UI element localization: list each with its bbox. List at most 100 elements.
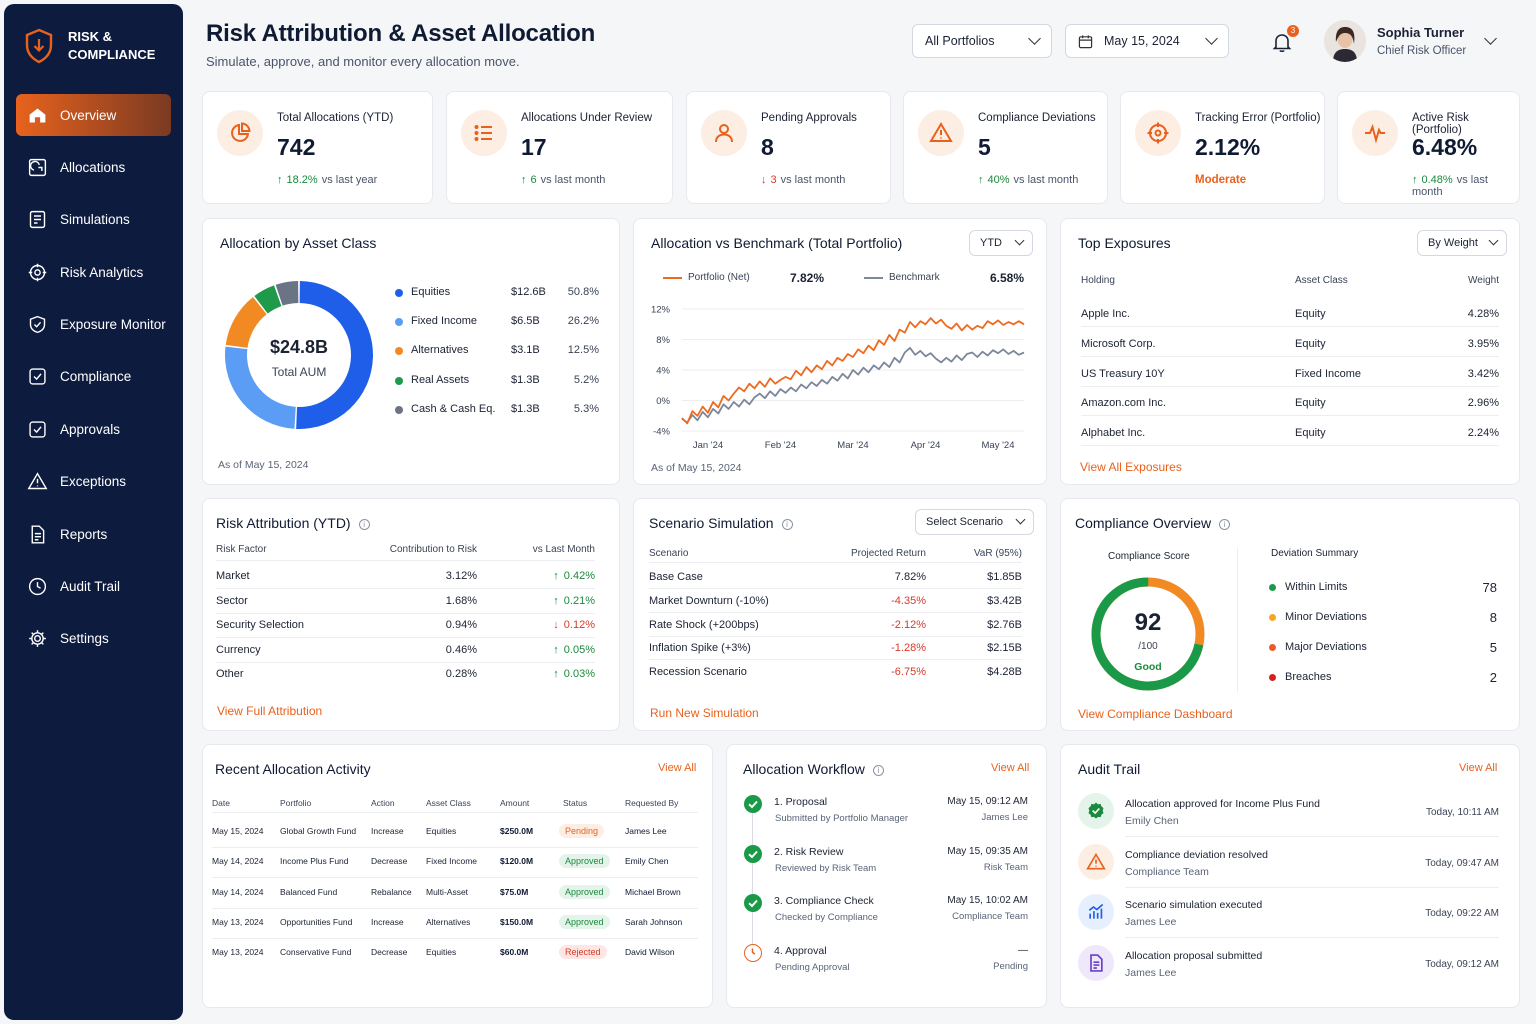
legend-amount: $12.6B (511, 286, 546, 298)
step-subtitle: Checked by Compliance (775, 912, 878, 924)
sidebar-item-compliance[interactable]: Compliance (16, 356, 171, 398)
sidebar-item-settings[interactable]: Settings (16, 618, 171, 660)
donut-center-label: Total AUM (271, 365, 327, 379)
risk-factor: Other (216, 668, 244, 681)
risk-factor: Currency (216, 643, 261, 656)
audit-view-all-link[interactable]: View All (1459, 762, 1498, 774)
sidebar-item-reports[interactable]: Reports (16, 513, 171, 555)
info-icon[interactable]: i (781, 519, 793, 530)
kpi-card[interactable]: Total Allocations (YTD) 742 ↑ 18.2% vs last … (202, 91, 433, 204)
deviation-item[interactable]: Minor Deviations 8 (1269, 610, 1497, 626)
kpi-card[interactable]: Tracking Error (Portfolio) 2.12% Moderate (1120, 91, 1325, 204)
kpi-card[interactable]: Compliance Deviations 5 ↑ 40% vs last month (903, 91, 1108, 204)
table-row[interactable]: May 14, 2024 Balanced Fund Rebalance Multi-… (203, 884, 712, 900)
sidebar-item-exceptions[interactable]: Exceptions (16, 461, 171, 503)
audit-event-title[interactable]: Allocation proposal submitted (1125, 949, 1263, 962)
benchmark-as-of: As of May 15, 2024 (651, 462, 742, 474)
deviation-item[interactable]: Major Deviations 5 (1269, 640, 1497, 656)
table-row[interactable]: Alphabet Inc. Equity 2.24% (1081, 425, 1499, 441)
sidebar-item-label: Audit Trail (60, 579, 121, 595)
table-row[interactable]: Recession Scenario -6.75% $4.28B (649, 664, 1022, 680)
view-all-exposures-link[interactable]: View All Exposures (1080, 460, 1182, 474)
table-row[interactable]: May 15, 2024 Global Growth Fund Increase Eq… (203, 823, 712, 839)
table-row[interactable]: May 13, 2024 Conservative Fund Decrease Equ… (203, 944, 712, 960)
x-tick-label: May '24 (982, 440, 1015, 451)
scenario-return: 7.82% (894, 571, 926, 583)
info-icon[interactable]: i (872, 765, 884, 776)
view-full-attribution-link[interactable]: View Full Attribution (217, 704, 323, 718)
warning-icon (26, 471, 48, 493)
table-row[interactable]: Apple Inc. Equity 4.28% (1081, 306, 1499, 322)
document-icon (1078, 944, 1114, 981)
brand[interactable]: RISK & COMPLIANCE (24, 28, 168, 64)
table-row[interactable]: May 13, 2024 Opportunities Fund Increase Al… (203, 914, 712, 930)
donut-slice-1[interactable] (225, 346, 296, 429)
exposure-sort-select[interactable]: By Weight (1417, 230, 1507, 256)
period-select[interactable]: YTD (969, 230, 1033, 256)
table-row[interactable]: May 14, 2024 Income Plus Fund Decrease Fixe… (203, 853, 712, 869)
avatar[interactable] (1324, 20, 1366, 62)
kpi-value: 6.48% (1412, 134, 1478, 160)
legend-swatch (395, 289, 403, 297)
table-row[interactable]: Inflation Spike (+3%) -1.28% $2.15B (649, 640, 1022, 656)
scenario-select-value: Select Scenario (926, 516, 1004, 528)
audit-event-title[interactable]: Compliance deviation resolved (1125, 848, 1268, 861)
risk-change-value: 0.42% (563, 570, 595, 582)
donut-slice-0[interactable] (296, 281, 373, 429)
run-new-simulation-link[interactable]: Run New Simulation (650, 706, 759, 720)
deviation-item[interactable]: Breaches 2 (1269, 670, 1497, 686)
table-row[interactable]: Sector 1.68% ↑ 0.21% (216, 593, 595, 609)
row-divider (212, 877, 698, 879)
compliance-score-value: 92 (1134, 609, 1162, 636)
audit-event-title[interactable]: Scenario simulation executed (1125, 899, 1263, 912)
scenario-var: $2.15B (987, 642, 1022, 655)
activity-view-all-link[interactable]: View All (658, 762, 697, 774)
audit-event-title[interactable]: Allocation approved for Income Plus Fund (1125, 798, 1320, 810)
date-select[interactable]: May 15, 2024 (1065, 24, 1229, 58)
kpi-card[interactable]: Allocations Under Review 17 ↑ 6 vs last mont… (446, 91, 673, 204)
info-icon[interactable]: i (358, 519, 370, 530)
scenario-select[interactable]: Select Scenario (915, 509, 1034, 535)
sidebar-item-overview[interactable]: Overview (16, 94, 171, 136)
donut-slice-4[interactable] (275, 281, 299, 306)
kpi-card[interactable]: Pending Approvals 8 ↓ 3 vs last month (686, 91, 891, 204)
table-row[interactable]: Base Case 7.82% $1.85B (649, 569, 1022, 585)
table-row[interactable]: Market Downturn (-10%) -4.35% $3.42B (649, 593, 1022, 609)
table-row[interactable]: Other 0.28% ↑ 0.03% (216, 666, 595, 682)
portfolio-select[interactable]: All Portfolios (912, 24, 1052, 58)
sidebar-item-exposure-monitor[interactable]: Exposure Monitor (16, 304, 171, 346)
table-row[interactable]: US Treasury 10Y Fixed Income 3.42% (1081, 366, 1499, 382)
workflow-view-all-link[interactable]: View All (991, 762, 1030, 774)
audit-event-actor: James Lee (1125, 966, 1177, 979)
table-row[interactable]: Market 3.12% ↑ 0.42% (216, 568, 595, 584)
deviation-item[interactable]: Within Limits 78 (1269, 580, 1497, 596)
bell-icon[interactable] (1270, 30, 1294, 54)
risk-contribution: 0.28% (445, 668, 477, 681)
table-row[interactable]: Rate Shock (+200bps) -2.12% $2.76B (649, 617, 1022, 633)
table-row[interactable]: Currency 0.46% ↑ 0.05% (216, 642, 595, 658)
kpi-card[interactable]: Active Risk (Portfolio) 6.48% ↑ 0.48% vs las… (1337, 91, 1520, 204)
row-divider (1081, 445, 1499, 447)
holding-weight: 3.95% (1467, 337, 1499, 350)
table-row[interactable]: Security Selection 0.94% ↓ 0.12% (216, 617, 595, 633)
risk-factor: Sector (216, 594, 248, 607)
view-compliance-dashboard-link[interactable]: View Compliance Dashboard (1078, 707, 1233, 721)
page-subtitle: Simulate, approve, and monitor every all… (206, 54, 520, 69)
sidebar-item-allocations[interactable]: Allocations (16, 146, 171, 188)
activity-cell: $250.0M (500, 826, 534, 836)
header-divider (212, 812, 698, 813)
sidebar-item-approvals[interactable]: Approvals (16, 408, 171, 450)
sidebar-item-simulations[interactable]: Simulations (16, 199, 171, 241)
legend-pct: 26.2% (567, 315, 599, 328)
info-icon[interactable]: i (1219, 519, 1231, 530)
legend-pct: 5.2% (573, 373, 599, 386)
holding-asset-class: Equity (1295, 308, 1326, 320)
clock-icon (26, 576, 48, 598)
donut-slice-3[interactable] (254, 285, 282, 314)
sidebar-item-risk-analytics[interactable]: Risk Analytics (16, 251, 171, 293)
table-row[interactable]: Microsoft Corp. Equity 3.95% (1081, 336, 1499, 352)
donut-slice-2[interactable] (225, 297, 267, 348)
sidebar-item-audit-trail[interactable]: Audit Trail (16, 566, 171, 608)
holding-weight: 3.42% (1467, 367, 1499, 380)
table-row[interactable]: Amazon.com Inc. Equity 2.96% (1081, 395, 1499, 411)
